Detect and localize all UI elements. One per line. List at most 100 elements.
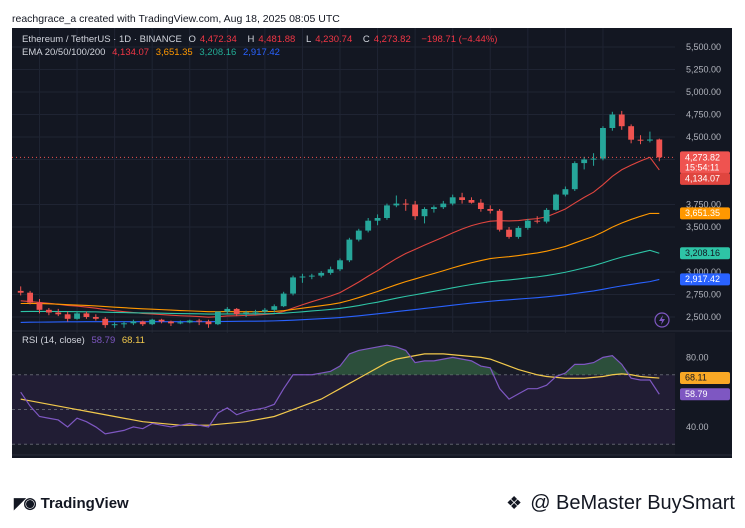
candle-body (515, 227, 522, 237)
candle-body (102, 318, 109, 326)
candle-body (290, 277, 296, 294)
candle-body (412, 204, 419, 217)
candle-body (374, 218, 381, 221)
candle-body (590, 158, 597, 160)
candle-body (346, 239, 353, 261)
candle-body (205, 321, 212, 325)
last-price-badge-bg (680, 151, 730, 174)
candle-body (637, 139, 644, 141)
chart-svg[interactable]: 5,500.00 5,250.00 5,000.00 4,750.00 4,500.00… (12, 28, 732, 458)
candle-body (393, 203, 400, 206)
rsi-label: RSI (14, close) (22, 335, 85, 346)
high-value: H 4,481.88 (247, 34, 296, 45)
candle-body (628, 126, 635, 140)
candle-body (337, 260, 343, 270)
candle-body (543, 209, 550, 222)
candle-body (440, 203, 447, 208)
tradingview-brand: TradingView (40, 494, 129, 512)
diamond-logo-icon: ❖ (506, 492, 523, 513)
candle-body (149, 319, 156, 325)
candle-body (64, 314, 71, 319)
open-value: O 4,472.34 (188, 34, 237, 45)
candle-body (487, 209, 494, 211)
tradingview-logo-icon: ◤◉ (14, 495, 37, 512)
candle-body (449, 197, 456, 204)
chart-panel[interactable]: 5,500.00 5,250.00 5,000.00 4,750.00 4,500.00… (12, 28, 732, 458)
candle-body (534, 220, 541, 222)
candle-body (186, 320, 193, 323)
candle-body (271, 306, 278, 310)
candles (17, 110, 663, 328)
candle-body (45, 309, 52, 313)
ema100-badge: 3,208.16 (685, 248, 720, 258)
candle-body (261, 309, 268, 312)
candle-body (506, 229, 512, 237)
candle-body (280, 293, 287, 307)
candle-body (196, 320, 203, 322)
lightning-icon[interactable] (654, 312, 670, 328)
ema50-badge: 3,651.35 (685, 208, 720, 218)
candle-body (224, 308, 231, 312)
candle-body (158, 319, 165, 322)
candle-body (17, 290, 24, 293)
candle-body (243, 312, 249, 315)
rsi-ma-badge: 68.11 (685, 373, 707, 383)
candle-body (111, 324, 118, 326)
price-tick-label: 3,000.00 (686, 267, 721, 277)
candle-body (83, 313, 90, 317)
ema-legend: EMA 20/50/100/200 4,134.07 3,651.35 3,20… (22, 47, 284, 58)
rsi-legend: RSI (14, close) 58.79 68.11 (22, 335, 149, 346)
candle-body (27, 292, 33, 303)
candle-body (121, 323, 127, 325)
candle-body (384, 205, 390, 218)
ema20-value: 4,134.07 (112, 47, 150, 58)
candle-body (553, 194, 559, 210)
last-price-badge: 4,273.82 (685, 152, 720, 162)
price-tick-label: 2,500.00 (686, 312, 721, 322)
symbol-legend: Ethereum / TetherUS · 1D · BINANCE O 4,47… (22, 34, 501, 45)
candle-body (656, 139, 663, 158)
candle-body (92, 317, 99, 319)
ema-label: EMA 20/50/100/200 (22, 47, 106, 58)
price-tick-label: 5,500.00 (686, 42, 721, 52)
change-value: −198.71 (−4.44%) (421, 34, 498, 45)
ema20-badge-bg (680, 172, 730, 185)
candle-body (139, 321, 146, 325)
rsi-badge-bg (680, 388, 730, 401)
ema-lines (20, 156, 660, 323)
candle-body (252, 311, 259, 313)
candle-body (299, 276, 306, 278)
chart-caption: reachgrace_a created with TradingView.co… (12, 13, 340, 25)
ema100-line (20, 249, 660, 315)
ema200-badge-bg (680, 273, 730, 286)
price-tick-label: 5,250.00 (686, 65, 721, 75)
rsi-ma-badge-bg (680, 372, 730, 385)
candle-body (355, 230, 362, 240)
candle-body (308, 275, 315, 277)
ema200-badge: 2,917.42 (685, 274, 720, 284)
candle-body (327, 269, 334, 273)
candle-body (562, 189, 569, 195)
watermark-text: @ BeMaster BuySmart (530, 491, 735, 514)
ema100-badge-bg (680, 247, 730, 260)
ema20-badge: 4,134.07 (685, 173, 720, 183)
candle-body (168, 321, 174, 324)
candle-body (233, 308, 240, 315)
rsi-overbought-fill (20, 345, 660, 375)
rsi-tick-label: 40.00 (686, 422, 709, 432)
candle-body (477, 202, 484, 209)
candle-body (365, 220, 372, 231)
candle-body (55, 312, 62, 315)
tradingview-logo[interactable]: ◤◉ TradingView (14, 488, 129, 518)
candle-body (318, 272, 325, 276)
ema50-badge-bg (680, 207, 730, 220)
candle-body (496, 210, 503, 230)
candle-body (130, 321, 137, 324)
ema200-line (20, 278, 660, 323)
low-value: L 4,230.74 (305, 34, 353, 45)
price-tick-label: 3,750.00 (686, 200, 721, 210)
candle-body (468, 200, 475, 203)
candle-body (74, 313, 80, 319)
rsi-pane (12, 344, 675, 445)
